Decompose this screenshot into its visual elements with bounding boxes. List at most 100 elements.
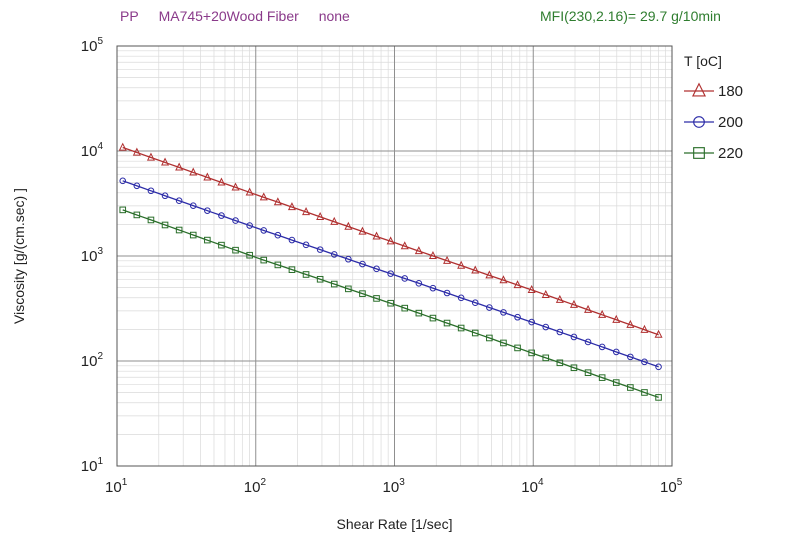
legend: T [oC] 180 200 220 — [684, 53, 743, 162]
data-point-180 — [245, 187, 254, 196]
data-point-180 — [499, 275, 508, 284]
data-point-220 — [147, 216, 155, 224]
data-point-200 — [274, 231, 282, 239]
tick-label: 101 — [105, 477, 128, 496]
data-point-200 — [584, 338, 592, 346]
data-point-220 — [415, 309, 423, 317]
data-point-200 — [161, 192, 169, 200]
data-point-200 — [133, 182, 141, 190]
grade-label: MA745+20Wood Fiber — [158, 8, 299, 24]
series-180 — [118, 142, 663, 338]
chart-header-left: PP MA745+20Wood Fiber none — [120, 8, 366, 24]
data-point-220 — [471, 329, 479, 337]
tick-label: 104 — [81, 141, 104, 160]
data-point-220 — [584, 369, 592, 376]
data-point-200 — [246, 222, 253, 229]
data-point-180 — [259, 192, 268, 201]
data-point-200 — [570, 333, 578, 341]
tick-labels: 101 102 103 104 105 101 102 103 104 105 — [81, 36, 683, 496]
series-220 — [119, 206, 662, 401]
data-point-220 — [345, 285, 352, 293]
tick-label: 103 — [383, 477, 406, 496]
data-point-200 — [316, 246, 324, 253]
data-point-180 — [471, 265, 480, 274]
data-point-200 — [429, 284, 437, 292]
data-point-220 — [387, 299, 394, 307]
legend-marker-180 — [691, 82, 707, 97]
major-grid — [117, 46, 672, 466]
data-point-180 — [203, 172, 212, 181]
data-point-200 — [359, 260, 366, 268]
data-point-220 — [204, 236, 211, 244]
data-point-180 — [118, 142, 127, 151]
data-point-220 — [330, 280, 338, 288]
data-point-220 — [570, 364, 578, 372]
data-point-180 — [316, 211, 325, 220]
data-point-180 — [330, 216, 339, 225]
data-point-220 — [161, 221, 169, 229]
data-point-180 — [443, 255, 452, 264]
tick-label: 103 — [81, 246, 104, 265]
data-point-220 — [514, 344, 521, 352]
series-200 — [119, 177, 662, 371]
legend-item-180: 180 — [684, 82, 743, 100]
data-point-180 — [584, 304, 593, 313]
data-point-200 — [302, 241, 310, 249]
data-point-200 — [147, 187, 155, 195]
data-point-200 — [627, 353, 634, 361]
legend-item-200: 200 — [684, 114, 743, 131]
data-point-180 — [189, 167, 198, 176]
data-point-220 — [359, 290, 366, 297]
data-point-220 — [429, 314, 437, 322]
data-point-200 — [345, 255, 352, 263]
data-point-220 — [443, 319, 451, 327]
mfi-label: MFI(230,2.16)= 29.7 g/10min — [540, 8, 721, 24]
legend-label-180: 180 — [718, 83, 743, 100]
data-point-200 — [528, 318, 535, 326]
tick-label: 105 — [660, 477, 683, 496]
tick-label: 104 — [521, 477, 544, 496]
data-point-220 — [218, 241, 225, 249]
data-point-180 — [640, 324, 649, 333]
data-point-180 — [457, 260, 466, 269]
data-point-200 — [471, 299, 479, 306]
data-point-220 — [316, 275, 324, 283]
data-point-200 — [486, 304, 493, 311]
data-point-180 — [287, 202, 296, 211]
data-point-220 — [260, 256, 268, 264]
data-point-220 — [373, 295, 380, 302]
legend-title: T [oC] — [684, 53, 722, 69]
data-point-200 — [655, 363, 662, 371]
data-point-180 — [541, 289, 550, 298]
data-point-220 — [246, 251, 253, 259]
data-point-220 — [528, 349, 535, 357]
data-point-180 — [161, 157, 170, 166]
data-point-180 — [598, 309, 607, 318]
data-point-200 — [288, 236, 296, 244]
polymer-label: PP — [120, 8, 139, 24]
data-point-180 — [626, 319, 635, 328]
data-point-220 — [627, 384, 634, 391]
data-point-220 — [401, 304, 409, 312]
data-point-220 — [457, 324, 465, 332]
tick-label: 105 — [81, 36, 104, 55]
data-point-180 — [146, 152, 155, 161]
data-point-180 — [400, 241, 409, 250]
data-point-200 — [500, 309, 507, 316]
legend-marker-200 — [693, 116, 705, 128]
series-layer — [118, 142, 663, 401]
data-point-220 — [641, 389, 648, 396]
series-line-220 — [122, 209, 659, 399]
tick-label: 101 — [81, 456, 104, 475]
legend-item-220: 220 — [684, 145, 743, 162]
data-point-180 — [132, 147, 141, 156]
data-point-200 — [204, 207, 211, 214]
series-line-200 — [122, 180, 659, 368]
y-axis-label: Viscosity [g/(cm.sec) ] — [11, 188, 27, 324]
data-point-200 — [373, 265, 380, 273]
tick-label: 102 — [81, 351, 104, 370]
data-point-200 — [457, 294, 465, 302]
data-point-220 — [486, 334, 493, 342]
data-point-220 — [655, 394, 662, 401]
